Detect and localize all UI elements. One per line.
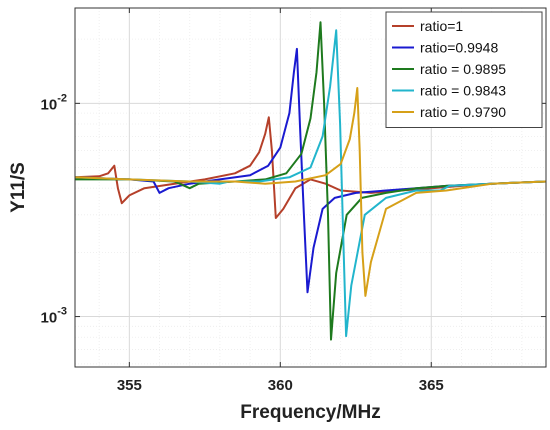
grid <box>75 8 546 367</box>
series-line-5 <box>74 87 547 297</box>
x-axis-label: Frequency/MHz <box>240 402 380 423</box>
y-tick-label: 10-3 <box>41 306 67 327</box>
series-line-1 <box>74 116 547 219</box>
y-axis-label: Y11/S <box>8 162 29 213</box>
series-line-4 <box>74 29 547 338</box>
y-tick-label: 10-2 <box>41 92 67 113</box>
series-line-2 <box>74 47 547 294</box>
legend-label: ratio=1 <box>420 18 463 34</box>
series-line-3 <box>75 21 547 341</box>
legend-label: ratio = 0.9790 <box>420 104 506 120</box>
legend-label: ratio=0.9948 <box>420 40 498 56</box>
legend: ratio=1 ratio=0.9948 ratio = 0.9895 ratio =… <box>385 11 543 128</box>
plot-frame <box>74 7 547 368</box>
axis-ticks: 355 360 365 10-3 10-2 <box>41 8 546 394</box>
legend-label: ratio = 0.9895 <box>420 61 506 77</box>
series-lines <box>74 21 547 341</box>
x-tick-label: 365 <box>419 377 444 394</box>
legend-box <box>385 11 543 128</box>
x-tick-label: 355 <box>117 377 142 394</box>
legend-label: ratio = 0.9843 <box>420 83 506 99</box>
x-tick-label: 360 <box>268 377 293 394</box>
